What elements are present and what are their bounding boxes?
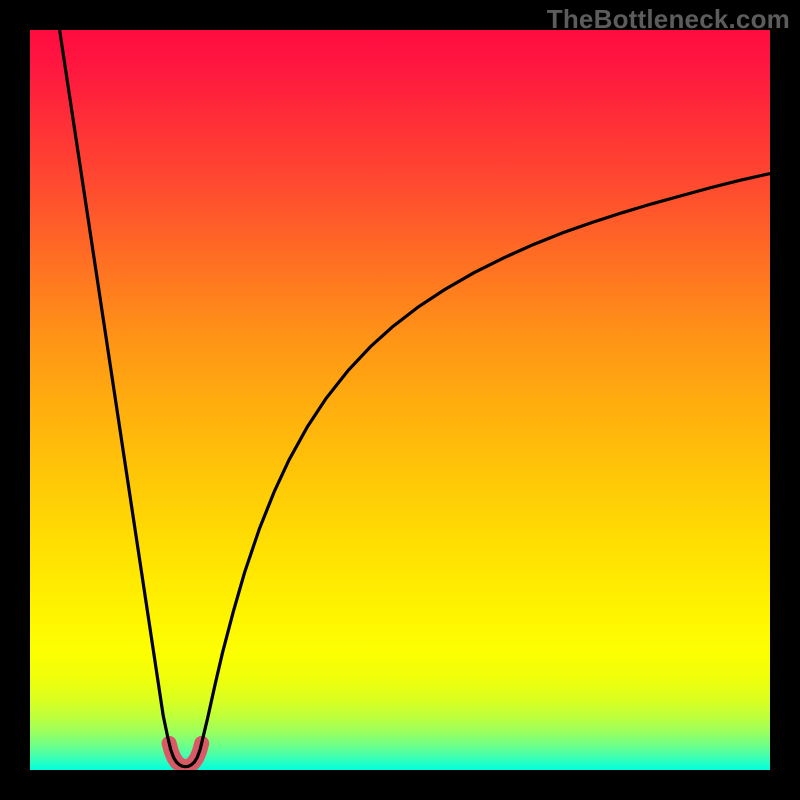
chart-svg [0, 0, 800, 800]
plot-background [30, 30, 770, 770]
frame-left [0, 0, 30, 800]
frame-right [770, 0, 800, 800]
watermark-text: TheBottleneck.com [547, 4, 790, 35]
frame-bottom [0, 770, 800, 800]
